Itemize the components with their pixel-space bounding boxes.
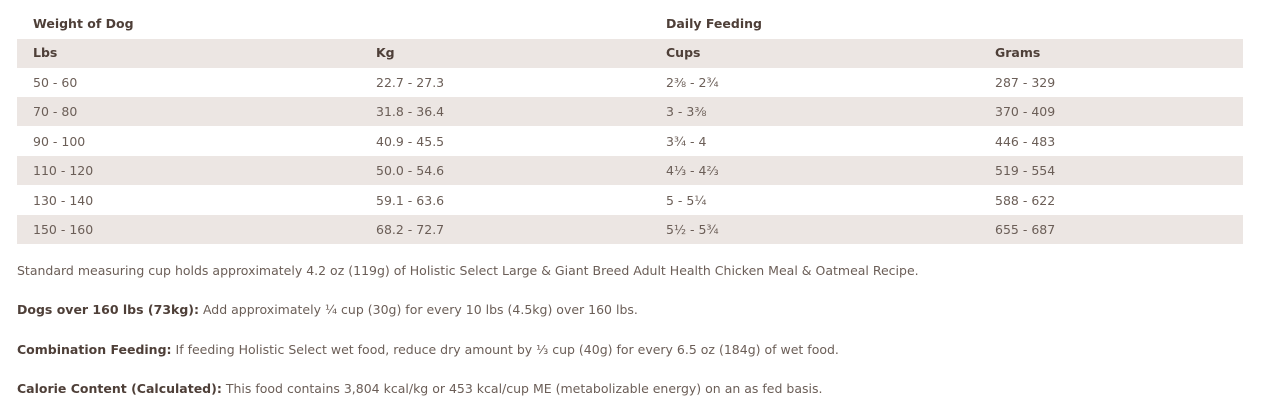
row-band bbox=[17, 156, 1243, 186]
cell: 2⅜ - 2¾ bbox=[666, 75, 719, 90]
cell: 40.9 - 45.5 bbox=[376, 133, 445, 149]
column-header: Grams bbox=[995, 45, 1041, 60]
note-label: Dogs over 160 lbs (73kg): bbox=[17, 302, 199, 317]
cell: 50 - 60 bbox=[33, 75, 78, 90]
row-band bbox=[17, 215, 1243, 244]
cell: 110 - 120 bbox=[33, 163, 94, 179]
cell: 130 - 140 bbox=[33, 192, 94, 208]
cell: 70 - 80 bbox=[33, 104, 78, 120]
group-header: Daily Feeding bbox=[666, 16, 762, 31]
note: Calorie Content (Calculated): This food … bbox=[17, 381, 822, 396]
cell: 150 - 160 bbox=[33, 222, 94, 237]
note: Combination Feeding: If feeding Holistic… bbox=[17, 342, 839, 357]
cell: 50.0 - 54.6 bbox=[376, 163, 445, 179]
cell: 446 - 483 bbox=[995, 133, 1056, 149]
note-text: This food contains 3,804 kcal/kg or 453 … bbox=[225, 381, 823, 396]
note-text: Standard measuring cup holds approximate… bbox=[17, 263, 919, 278]
column-header: Kg bbox=[376, 45, 395, 60]
cell: 519 - 554 bbox=[995, 163, 1056, 179]
note: Dogs over 160 lbs (73kg): Add approximat… bbox=[17, 302, 638, 317]
note-text: If feeding Holistic Select wet food, red… bbox=[175, 342, 839, 357]
cell: 3 - 3⅜ bbox=[666, 104, 707, 120]
cell: 3¾ - 4 bbox=[666, 133, 707, 149]
cell: 4⅓ - 4⅔ bbox=[666, 163, 719, 179]
header-row bbox=[17, 39, 1243, 68]
row-band bbox=[17, 97, 1243, 127]
column-header: Cups bbox=[666, 45, 701, 60]
cell: 31.8 - 36.4 bbox=[376, 104, 445, 120]
cell: 370 - 409 bbox=[995, 104, 1056, 120]
cell: 5 - 5¼ bbox=[666, 192, 707, 208]
column-header: Lbs bbox=[33, 45, 58, 60]
cell: 59.1 - 63.6 bbox=[376, 192, 445, 208]
cell: 22.7 - 27.3 bbox=[376, 75, 445, 90]
cell: 287 - 329 bbox=[995, 75, 1056, 90]
cell: 68.2 - 72.7 bbox=[376, 222, 445, 237]
note-label: Combination Feeding: bbox=[17, 342, 172, 357]
cell: 655 - 687 bbox=[995, 222, 1056, 237]
cell: 5½ - 5¾ bbox=[666, 222, 719, 237]
note-text: Add approximately ¼ cup (30g) for every … bbox=[202, 302, 638, 317]
note: Standard measuring cup holds approximate… bbox=[17, 263, 919, 278]
cell: 90 - 100 bbox=[33, 133, 86, 149]
cell: 588 - 622 bbox=[995, 192, 1056, 208]
note-label: Calorie Content (Calculated): bbox=[17, 381, 222, 396]
group-header: Weight of Dog bbox=[33, 16, 134, 31]
